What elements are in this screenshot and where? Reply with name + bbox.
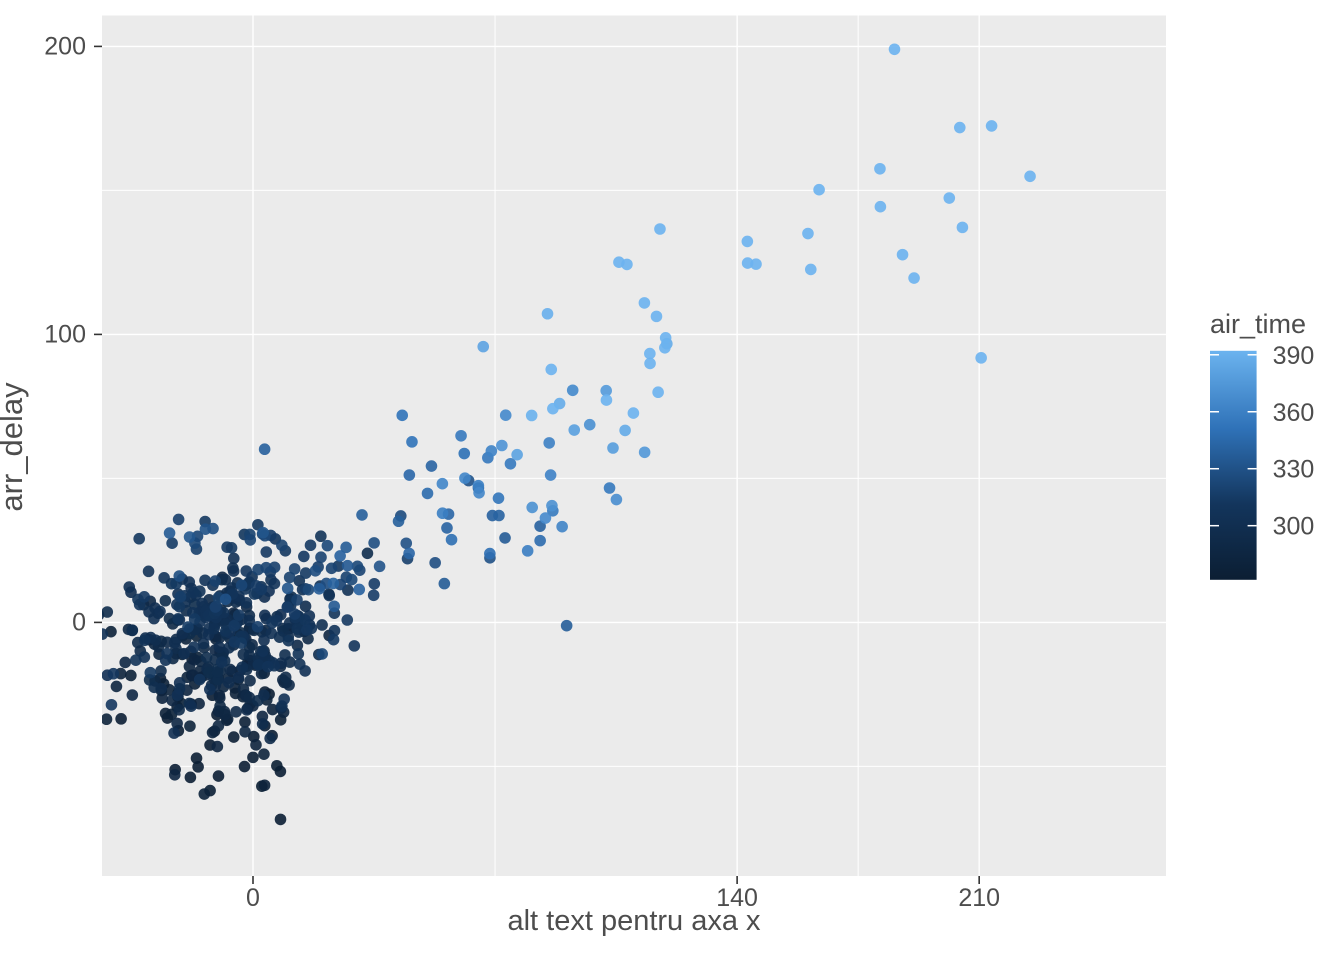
svg-text:360: 360: [1273, 399, 1315, 427]
svg-text:0: 0: [72, 608, 86, 636]
svg-text:100: 100: [44, 320, 86, 348]
svg-text:210: 210: [958, 884, 1000, 912]
svg-text:300: 300: [1273, 513, 1315, 541]
svg-text:200: 200: [44, 32, 86, 60]
svg-text:0: 0: [246, 884, 260, 912]
svg-text:alt text pentru axa x: alt text pentru axa x: [507, 905, 761, 937]
svg-text:air_time: air_time: [1210, 309, 1306, 339]
svg-text:330: 330: [1273, 456, 1315, 484]
svg-text:390: 390: [1273, 342, 1315, 370]
svg-text:arr_delay: arr_delay: [0, 382, 29, 512]
